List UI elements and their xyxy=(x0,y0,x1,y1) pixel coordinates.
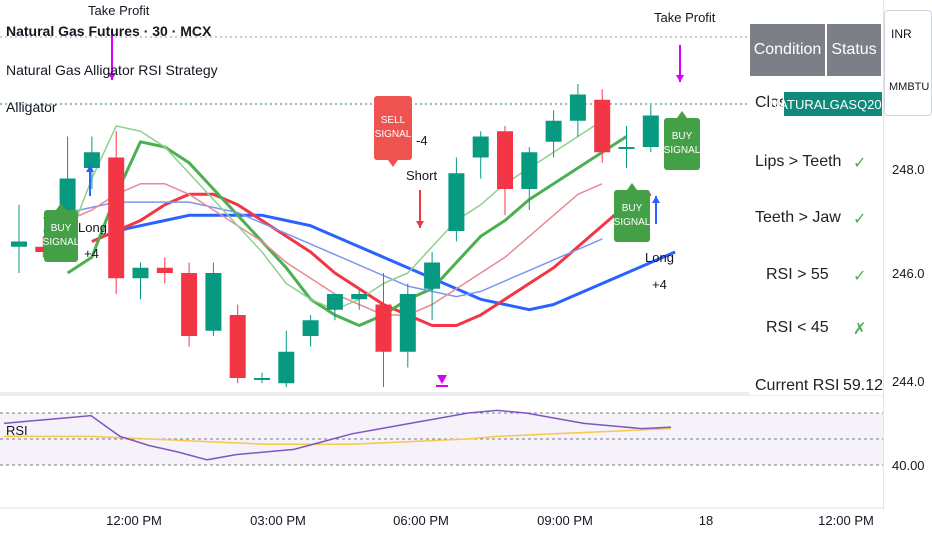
candle-body xyxy=(108,157,125,279)
time-tick-1200: 12:00 PM xyxy=(106,513,162,528)
alligator-jaw-line xyxy=(115,213,676,312)
candle-body xyxy=(399,294,416,352)
time-tick-18: 18 xyxy=(698,513,714,528)
candle-body xyxy=(11,241,27,247)
candle-body xyxy=(448,173,465,231)
indicator-title[interactable]: Alligator xyxy=(6,99,57,115)
svg-text:BUY: BUY xyxy=(622,203,643,214)
candle-body xyxy=(229,315,246,378)
short-entry-arrow xyxy=(416,190,424,228)
long-entry-arrow-1 xyxy=(86,165,94,196)
candle-body xyxy=(278,351,295,384)
row-teeth-jaw-status: ✓ xyxy=(853,211,867,228)
candle-body xyxy=(642,115,659,147)
short-qty-text: -4 xyxy=(416,133,428,148)
take-profit-arrow-1 xyxy=(108,30,116,80)
time-tick-0600: 06:00 PM xyxy=(393,513,449,528)
take-profit-text-1: Take Profit xyxy=(88,3,150,18)
table-header-status: Status xyxy=(827,24,881,76)
currency-unit-button[interactable]: INR MMBTU xyxy=(884,10,932,116)
rsi-pane-label[interactable]: RSI xyxy=(6,423,28,438)
unit-label: MMBTU xyxy=(889,81,930,93)
alligator-lips-line xyxy=(66,135,628,327)
svg-text:BUY: BUY xyxy=(672,131,693,142)
short-text: Short xyxy=(406,168,437,183)
svg-text:SIGNAL: SIGNAL xyxy=(375,129,412,140)
alligator-teeth-line xyxy=(91,192,652,327)
price-tick-248: 248.0 xyxy=(892,162,925,177)
row-lips-teeth-label: Lips > Teeth xyxy=(755,153,842,170)
rsi-line xyxy=(3,409,672,461)
candle-body xyxy=(618,147,635,149)
row-current-rsi-label: Current RSI xyxy=(755,377,840,394)
close-symbol-badge: NATURALGASQ2025 xyxy=(770,91,896,117)
row-current-rsi-value: 59.12 xyxy=(843,377,884,394)
svg-text:BUY: BUY xyxy=(51,223,72,234)
candle-body xyxy=(594,99,611,153)
svg-text:SIGNAL: SIGNAL xyxy=(614,217,651,228)
long-entry-arrow-2 xyxy=(652,196,660,224)
candle-body xyxy=(326,294,343,310)
rsi-tick-40: 40.00 xyxy=(892,458,925,473)
time-tick-1200-next: 12:00 PM xyxy=(818,513,874,528)
take-profit-text-2: Take Profit xyxy=(654,10,716,25)
buy-signal-label-2: BUY SIGNAL xyxy=(614,183,651,242)
row-rsi-lt-label: RSI < 45 xyxy=(766,319,829,336)
strategy-title[interactable]: Natural Gas Alligator RSI Strategy xyxy=(6,62,218,78)
svg-text:SIGNAL: SIGNAL xyxy=(43,237,80,248)
candle-body xyxy=(254,378,270,380)
currency-label: INR xyxy=(891,27,912,41)
candle-body xyxy=(156,267,173,273)
row-rsi-gt-label: RSI > 55 xyxy=(766,266,829,283)
price-tick-244: 244.0 xyxy=(892,374,925,389)
sell-signal-label: SELL SIGNAL xyxy=(374,96,412,167)
candle-body xyxy=(132,267,149,279)
candle-body xyxy=(497,131,513,189)
jaw-thin-line xyxy=(43,201,603,298)
long-qty-text-2: +4 xyxy=(652,277,667,292)
candle-body xyxy=(181,273,198,336)
long-text-1: Long xyxy=(78,220,107,235)
candle-body xyxy=(302,320,319,336)
candle-body xyxy=(35,246,52,252)
lips-thin-line xyxy=(42,120,603,311)
rsi-pane-top-border xyxy=(0,392,883,394)
candle-body xyxy=(545,120,562,142)
exit-marker xyxy=(437,375,447,384)
long-qty-text-1: +4 xyxy=(84,246,99,261)
row-lips-teeth-status: ✓ xyxy=(853,155,867,172)
time-tick-0900: 09:00 PM xyxy=(537,513,593,528)
svg-text:SELL: SELL xyxy=(381,115,406,126)
buy-signal-label-3: BUY SIGNAL xyxy=(664,111,701,170)
buy-signal-label-1: BUY SIGNAL xyxy=(43,203,80,262)
teeth-thin-line xyxy=(43,183,603,316)
take-profit-arrow-2 xyxy=(676,45,684,82)
condition-table: Condition Status Close Lips > Teeth ✓ Te… xyxy=(749,0,883,395)
svg-text:SIGNAL: SIGNAL xyxy=(664,145,701,156)
table-header-condition: Condition xyxy=(750,24,825,76)
row-rsi-gt-status: ✓ xyxy=(853,268,867,285)
candle-body xyxy=(375,304,392,352)
candle-body xyxy=(424,262,441,289)
symbol-title[interactable]: Natural Gas Futures · 30 · MCX xyxy=(6,23,212,39)
long-text-2: Long xyxy=(645,250,674,265)
time-tick-0300: 03:00 PM xyxy=(250,513,306,528)
row-teeth-jaw-label: Teeth > Jaw xyxy=(755,209,841,226)
rsi-pane-top-mask xyxy=(0,387,883,392)
candle-body xyxy=(569,94,586,121)
rsi-ma-line xyxy=(4,427,672,445)
price-tick-246: 246.0 xyxy=(892,266,925,281)
candle-body xyxy=(83,152,100,168)
candle-body xyxy=(205,273,222,331)
candle-body xyxy=(351,294,368,300)
candle-body xyxy=(472,136,489,158)
candle-body xyxy=(521,152,538,189)
row-rsi-lt-status: ✗ xyxy=(853,321,867,338)
